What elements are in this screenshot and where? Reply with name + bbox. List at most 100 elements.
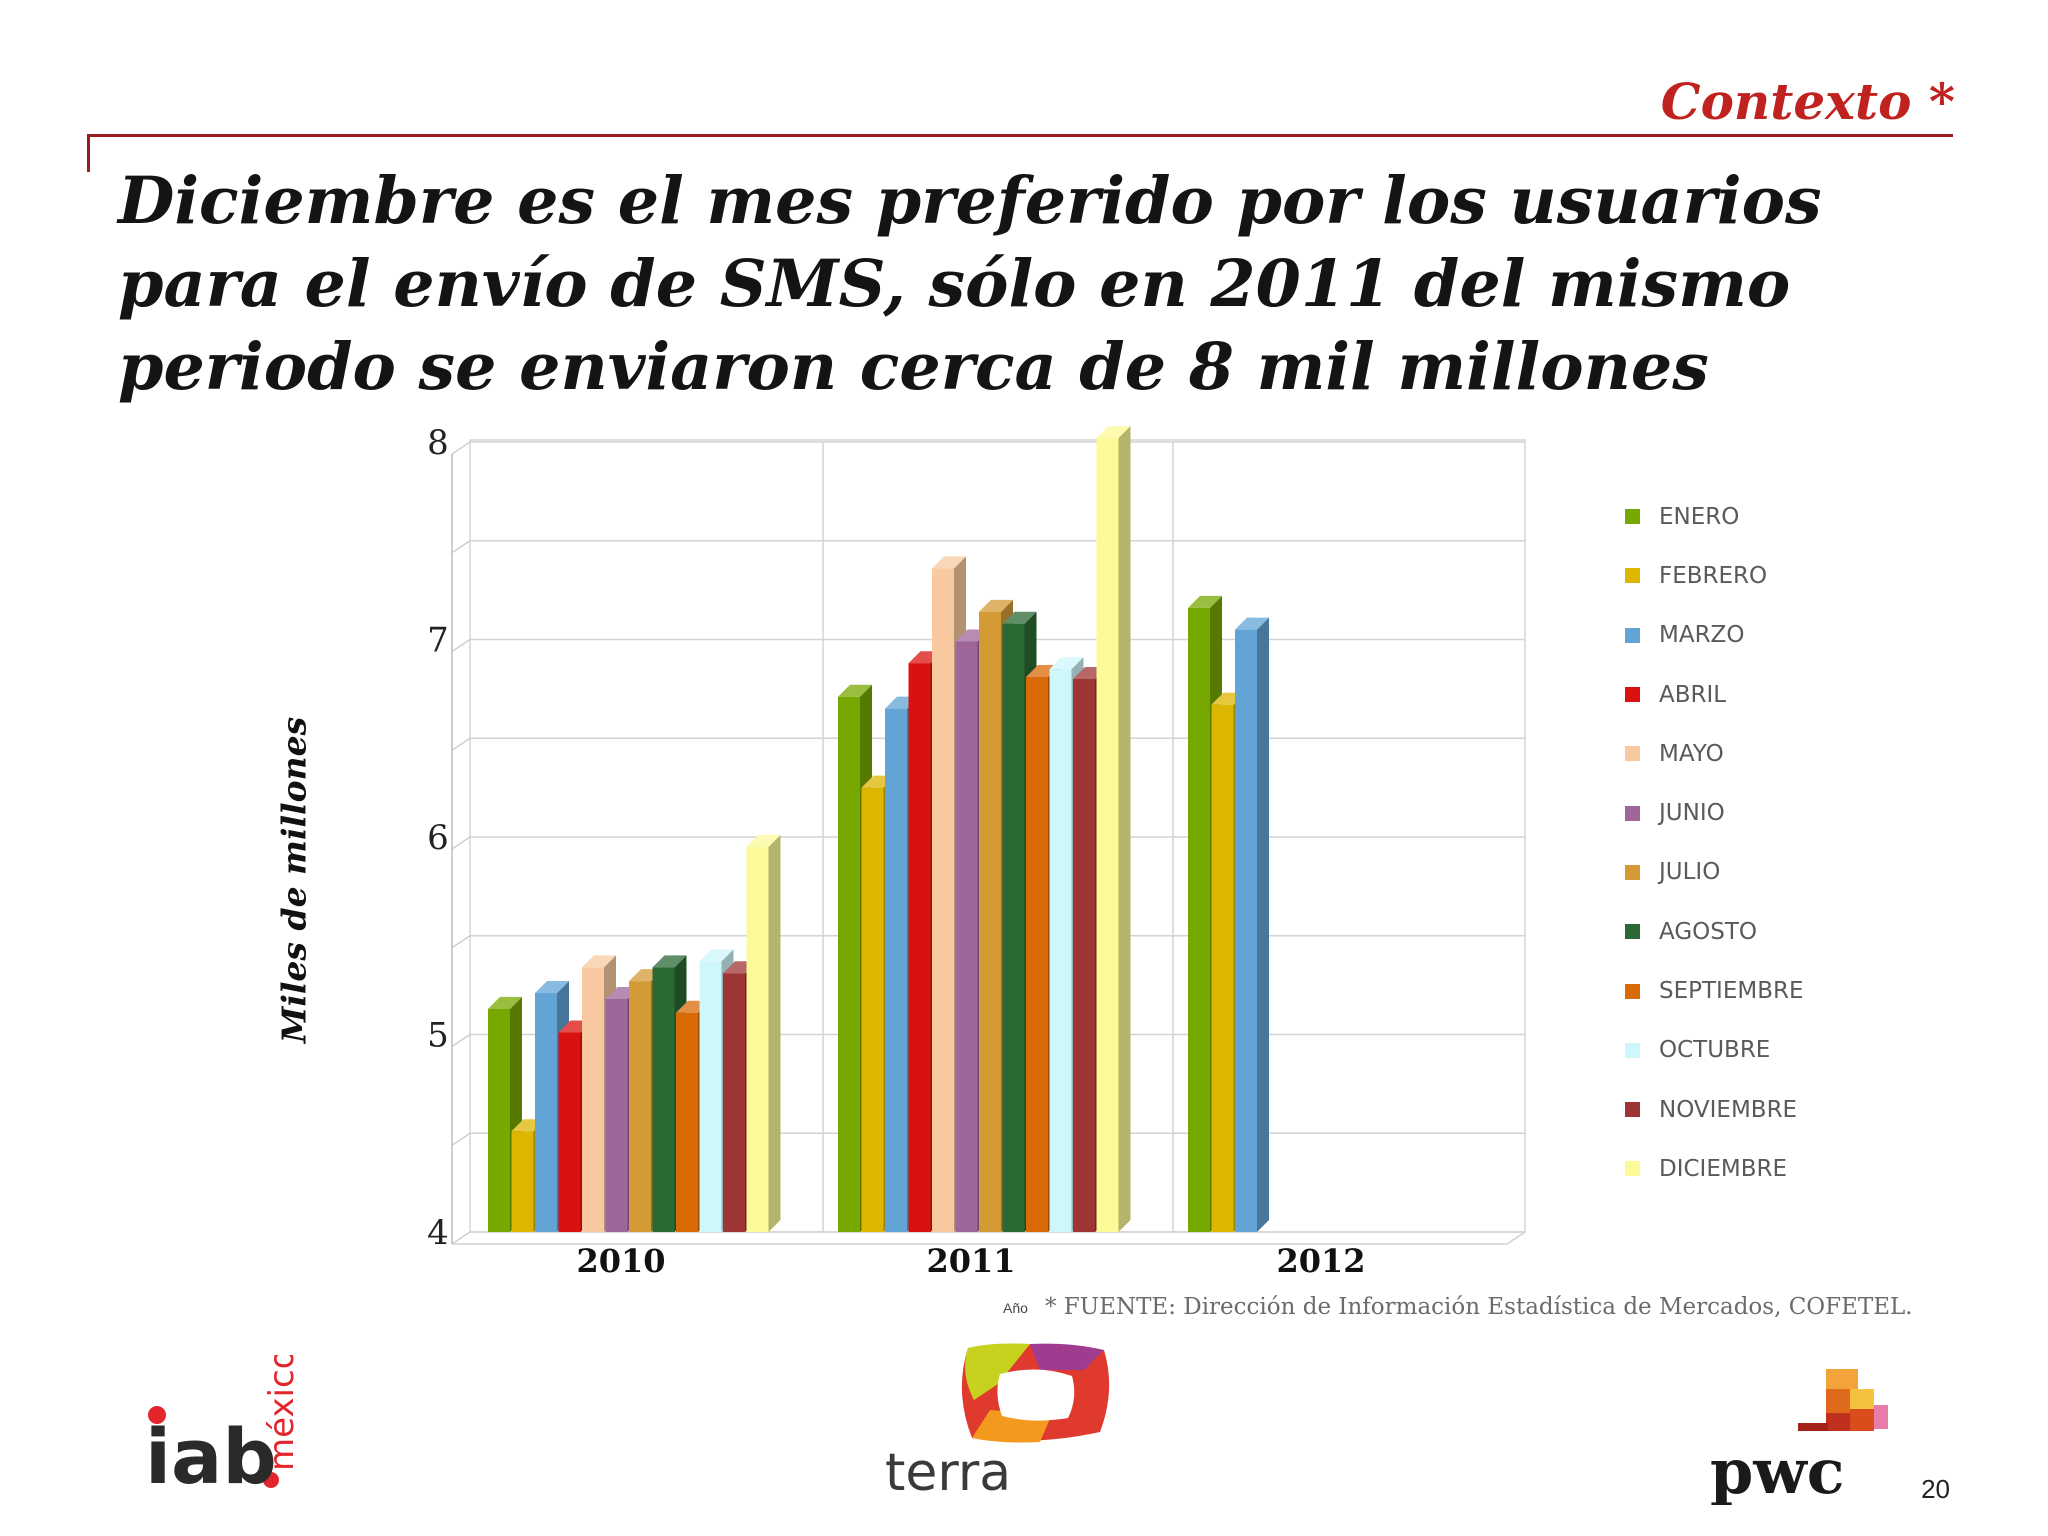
legend-swatch [1625,1161,1640,1177]
legend-item-diciembre: DICIEMBRE [1625,1139,1804,1198]
bar-front [908,663,931,1232]
gridline-depth [451,1132,471,1146]
legend-label: MAYO [1659,740,1724,767]
bar-top [535,981,569,994]
legend-item-mayo: MAYO [1625,724,1804,783]
bar-top [1235,617,1269,630]
legend-label: SEPTIEMBRE [1659,978,1804,1005]
legend-item-agosto: AGOSTO [1625,902,1804,961]
legend-label: DICIEMBRE [1659,1155,1788,1182]
bar-front [723,973,745,1232]
bar-front [676,1012,698,1232]
legend-swatch [1625,568,1640,584]
header-rule [87,134,1953,137]
legend-label: FEBRERO [1659,562,1768,589]
bar-top [652,955,687,968]
y-tick-label: 7 [427,621,449,661]
legend-item-abril: ABRIL [1625,665,1804,724]
floor-edge [1506,1231,1526,1245]
x-tick-label-2011: 2011 [926,1242,1015,1280]
bar-top [838,684,872,697]
y-tick-label: 5 [427,1016,449,1056]
legend-swatch [1625,983,1640,999]
iab-mexico-logo: iab méxico [145,1348,305,1501]
bar-side [1118,426,1131,1232]
legend-item-septiembre: SEPTIEMBRE [1625,961,1804,1020]
bar-top [1096,426,1131,439]
legend-swatch [1625,924,1640,940]
bar-top [1049,657,1084,670]
bar-top [699,949,734,962]
bar-front [1073,679,1095,1232]
bar-front [979,611,1001,1232]
bar-chart: 4 5 6 7 8 2010 2011 2012 [427,423,1526,1280]
legend-swatch [1625,864,1640,880]
category-group-2011 [838,426,1131,1232]
legend-swatch [1625,687,1640,703]
bar-front [1188,607,1210,1232]
gridline-depth [451,1034,471,1047]
bar-front [1026,677,1048,1232]
bar-front [1049,669,1072,1232]
y-axis-label: Miles de millones [274,716,314,1044]
gridline-depth [451,1231,471,1245]
svg-text:méxico: méxico [262,1355,302,1471]
svg-text:terra: terra [885,1443,1011,1500]
bar-front [955,641,978,1232]
bar-front [605,998,628,1232]
bar-top [488,996,522,1009]
bar-front [1002,623,1025,1232]
bar-front [746,846,769,1232]
bar-diciembre-2010 [746,834,781,1232]
gridline-depth [451,935,471,949]
gridline-depth [451,836,471,850]
bar-top [1002,611,1037,624]
category-group-2012 [1188,595,1269,1232]
svg-text:pwc: pwc [1710,1435,1844,1505]
bar-front [511,1131,534,1232]
legend-label: OCTUBRE [1659,1037,1771,1064]
y-tick-label: 6 [427,818,449,858]
legend-item-enero: ENERO [1625,487,1804,546]
legend-swatch [1625,1042,1640,1058]
source-note: * FUENTE: Dirección de Información Estad… [1045,1294,1913,1320]
bar-front [1235,629,1257,1232]
bar-marzo-2012 [1235,617,1269,1232]
legend-item-julio: JULIO [1625,843,1804,902]
section-tag: Contexto * [1660,72,1955,131]
y-tick-label: 8 [427,423,449,463]
legend-item-marzo: MARZO [1625,606,1804,665]
bar-front [652,967,675,1232]
bar-side [1257,617,1269,1232]
bar-front [838,696,860,1232]
legend-item-noviembre: NOVIEMBRE [1625,1080,1804,1139]
bar-front [885,708,907,1232]
gridline-depth [451,441,471,455]
bar-front [1096,438,1119,1232]
page-number: 20 [1921,1474,1950,1504]
svg-text:iab: iab [145,1412,277,1495]
category-group-2010 [488,834,781,1232]
bar-front [699,961,722,1232]
bar-top [582,955,616,968]
gridline-depth [451,540,471,554]
legend-item-junio: JUNIO [1625,783,1804,842]
bar-top [932,556,966,569]
legend-label: JULIO [1659,859,1721,886]
legend-label: AGOSTO [1659,918,1758,945]
header-rule-tick [87,134,90,172]
gridline-depth [451,737,471,751]
legend-item-febrero: FEBRERO [1625,546,1804,605]
x-axis-label: Año [1003,1300,1028,1316]
bar-front [488,1008,510,1232]
bar-front [1211,704,1234,1232]
legend-label: ABRIL [1659,681,1727,708]
slide-title: Diciembre es el mes preferido por los us… [118,163,1822,405]
bar-top [746,834,781,847]
bar-diciembre-2011 [1096,426,1131,1232]
bar-top [1188,595,1222,608]
bar-front [535,993,557,1232]
legend-swatch [1625,805,1640,821]
bar-front [558,1032,581,1232]
legend-swatch [1625,509,1640,525]
